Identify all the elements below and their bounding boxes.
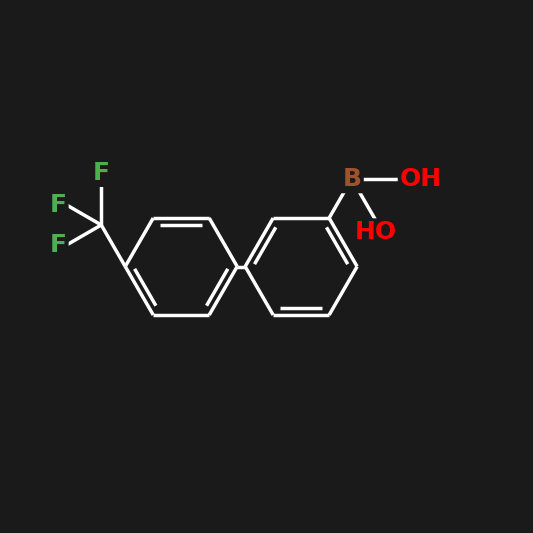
- Text: OH: OH: [400, 167, 442, 191]
- Text: F: F: [50, 233, 67, 257]
- Text: F: F: [50, 193, 67, 217]
- Text: B: B: [342, 167, 361, 191]
- Text: HO: HO: [354, 220, 397, 244]
- Text: F: F: [93, 161, 110, 185]
